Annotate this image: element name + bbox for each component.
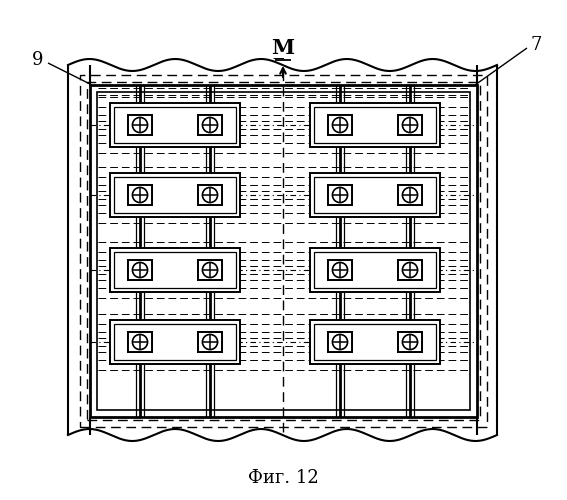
- Circle shape: [403, 262, 417, 278]
- Bar: [328, 332, 352, 352]
- Circle shape: [403, 334, 417, 349]
- Bar: [87, 82, 480, 420]
- Bar: [314, 252, 436, 288]
- Bar: [398, 185, 422, 205]
- Bar: [328, 115, 352, 135]
- Bar: [314, 324, 436, 360]
- Bar: [152, 336, 198, 348]
- Circle shape: [133, 118, 147, 132]
- Bar: [114, 324, 236, 360]
- Bar: [110, 320, 240, 364]
- Bar: [128, 260, 152, 280]
- Bar: [352, 189, 398, 201]
- Circle shape: [403, 188, 417, 202]
- Bar: [398, 115, 422, 135]
- Text: M: M: [272, 38, 295, 58]
- Circle shape: [133, 334, 147, 349]
- Bar: [398, 260, 422, 280]
- Circle shape: [133, 188, 147, 202]
- Bar: [352, 119, 398, 131]
- Bar: [398, 260, 422, 280]
- Bar: [128, 185, 152, 205]
- Bar: [328, 185, 352, 205]
- Circle shape: [202, 188, 218, 202]
- Bar: [314, 107, 436, 143]
- Circle shape: [202, 118, 218, 132]
- Circle shape: [403, 334, 417, 349]
- Bar: [314, 177, 436, 213]
- Bar: [198, 332, 222, 352]
- Circle shape: [202, 262, 218, 278]
- Bar: [398, 332, 422, 352]
- Circle shape: [202, 262, 218, 278]
- Bar: [198, 115, 222, 135]
- Bar: [80, 75, 487, 427]
- Bar: [310, 173, 440, 217]
- Circle shape: [403, 118, 417, 132]
- Bar: [128, 115, 152, 135]
- Bar: [198, 115, 222, 135]
- Bar: [152, 189, 198, 201]
- Bar: [328, 115, 352, 135]
- Bar: [110, 248, 240, 292]
- Circle shape: [403, 118, 417, 132]
- Circle shape: [202, 118, 218, 132]
- Bar: [110, 173, 240, 217]
- Circle shape: [133, 334, 147, 349]
- Circle shape: [202, 188, 218, 202]
- Circle shape: [202, 334, 218, 349]
- Bar: [128, 260, 152, 280]
- Circle shape: [202, 334, 218, 349]
- Bar: [310, 320, 440, 364]
- Bar: [114, 252, 236, 288]
- Circle shape: [133, 262, 147, 278]
- Bar: [128, 332, 152, 352]
- Bar: [198, 260, 222, 280]
- Bar: [352, 336, 398, 348]
- Bar: [310, 248, 440, 292]
- Circle shape: [133, 188, 147, 202]
- Bar: [398, 115, 422, 135]
- Circle shape: [332, 262, 348, 278]
- Text: 7: 7: [530, 36, 541, 54]
- Bar: [128, 115, 152, 135]
- Circle shape: [332, 188, 348, 202]
- Text: Фиг. 12: Фиг. 12: [248, 469, 319, 487]
- Circle shape: [332, 118, 348, 132]
- Bar: [97, 92, 470, 410]
- Bar: [128, 185, 152, 205]
- Bar: [152, 119, 198, 131]
- Circle shape: [332, 334, 348, 349]
- Bar: [198, 185, 222, 205]
- Bar: [198, 185, 222, 205]
- Bar: [310, 103, 440, 147]
- Bar: [328, 260, 352, 280]
- Bar: [328, 332, 352, 352]
- Bar: [152, 264, 198, 276]
- Bar: [198, 332, 222, 352]
- Circle shape: [332, 262, 348, 278]
- Bar: [114, 107, 236, 143]
- Bar: [114, 177, 236, 213]
- Bar: [398, 332, 422, 352]
- Bar: [198, 260, 222, 280]
- Bar: [90, 85, 477, 417]
- Circle shape: [133, 262, 147, 278]
- Bar: [328, 185, 352, 205]
- Circle shape: [403, 262, 417, 278]
- Bar: [352, 264, 398, 276]
- Circle shape: [332, 334, 348, 349]
- Bar: [110, 103, 240, 147]
- Circle shape: [403, 188, 417, 202]
- Circle shape: [332, 118, 348, 132]
- Text: 9: 9: [32, 51, 44, 69]
- Bar: [398, 185, 422, 205]
- Circle shape: [332, 188, 348, 202]
- Bar: [128, 332, 152, 352]
- Circle shape: [133, 118, 147, 132]
- Bar: [328, 260, 352, 280]
